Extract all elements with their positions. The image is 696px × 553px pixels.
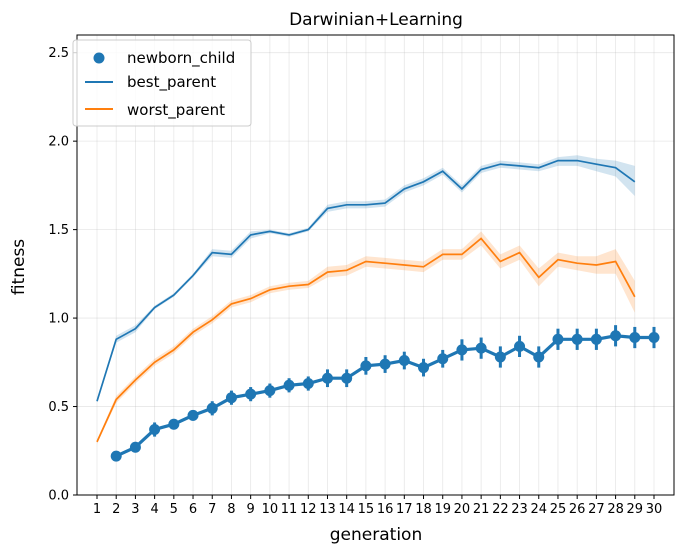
legend-label-best-parent: best_parent bbox=[127, 73, 216, 92]
y-tick-label: 2.5 bbox=[48, 46, 69, 61]
legend-marker-newborn-child bbox=[93, 52, 105, 64]
y-tick-label: 0.5 bbox=[48, 400, 69, 415]
newborn-child-point bbox=[437, 353, 449, 365]
x-tick-label: 18 bbox=[415, 502, 432, 517]
newborn-child-point bbox=[629, 332, 641, 344]
best-parent-line bbox=[96, 159, 636, 402]
x-tick-label: 24 bbox=[530, 502, 547, 517]
newborn-child-point bbox=[494, 351, 506, 363]
newborn-child-point bbox=[475, 342, 487, 354]
x-tick-label: 27 bbox=[588, 502, 605, 517]
x-tick-label: 28 bbox=[607, 502, 624, 517]
x-axis-ticks: 1 2 3 4 5 6 7 8 9 10 11 12 13 14 15 16 17 18 19 20 21 22 23 24 2… bbox=[93, 495, 662, 517]
x-tick-label: 11 bbox=[281, 502, 298, 517]
y-tick-label: 2.0 bbox=[48, 135, 69, 150]
x-axis-title: generation bbox=[330, 525, 422, 545]
newborn-child-point bbox=[187, 409, 199, 421]
newborn-child-point bbox=[360, 360, 372, 372]
x-tick-label: 14 bbox=[338, 502, 355, 517]
x-tick-label: 5 bbox=[170, 502, 178, 517]
legend-box bbox=[72, 39, 252, 127]
newborn-child-point bbox=[168, 418, 180, 430]
x-tick-label: 29 bbox=[627, 502, 644, 517]
x-tick-label: 25 bbox=[550, 502, 567, 517]
y-tick-label: 1.0 bbox=[48, 312, 69, 327]
newborn-child-point bbox=[225, 392, 237, 404]
newborn-child-point bbox=[302, 378, 314, 390]
newborn-child-point bbox=[571, 333, 583, 345]
x-tick-label: 10 bbox=[262, 502, 279, 517]
newborn-child-point bbox=[245, 388, 257, 400]
x-tick-label: 3 bbox=[131, 502, 139, 517]
x-tick-label: 30 bbox=[646, 502, 663, 517]
y-tick-label: 1.5 bbox=[48, 223, 69, 238]
legend: newborn_child best_parent worst_parent bbox=[72, 39, 252, 127]
newborn-child-point bbox=[379, 358, 391, 370]
x-tick-label: 16 bbox=[377, 502, 394, 517]
x-tick-label: 23 bbox=[511, 502, 528, 517]
newborn-child-point bbox=[533, 351, 545, 363]
newborn-child-point bbox=[129, 441, 141, 453]
x-tick-label: 26 bbox=[569, 502, 586, 517]
x-tick-label: 6 bbox=[189, 502, 197, 517]
legend-label-newborn-child: newborn_child bbox=[127, 49, 235, 68]
newborn-child-point bbox=[341, 372, 353, 384]
plot-frame bbox=[76, 34, 675, 496]
newborn-child-point bbox=[398, 355, 410, 367]
x-tick-label: 7 bbox=[208, 502, 216, 517]
newborn-child-point bbox=[149, 424, 161, 436]
y-tick-label: 0.0 bbox=[48, 489, 69, 504]
x-tick-label: 2 bbox=[112, 502, 120, 517]
y-axis-ticks: 0.0 0.5 1.0 1.5 2.0 2.5 bbox=[48, 46, 77, 504]
x-tick-label: 13 bbox=[319, 502, 336, 517]
newborn-child-point bbox=[456, 344, 468, 356]
newborn-child-point bbox=[110, 450, 122, 462]
newborn-child-point bbox=[283, 379, 295, 391]
x-tick-label: 1 bbox=[93, 502, 101, 517]
series-points bbox=[110, 325, 660, 462]
newborn-child-point bbox=[610, 330, 622, 342]
x-tick-label: 20 bbox=[454, 502, 471, 517]
newborn-child-point bbox=[514, 340, 526, 352]
x-tick-label: 12 bbox=[300, 502, 317, 517]
legend-label-worst-parent: worst_parent bbox=[127, 101, 225, 120]
newborn-child-point bbox=[590, 333, 602, 345]
x-tick-label: 17 bbox=[396, 502, 413, 517]
x-tick-label: 15 bbox=[358, 502, 375, 517]
worst-parent-line bbox=[96, 237, 636, 443]
newborn-child-point bbox=[206, 402, 218, 414]
x-tick-label: 4 bbox=[150, 502, 158, 517]
x-tick-label: 8 bbox=[227, 502, 235, 517]
chart-title: Darwinian+Learning bbox=[289, 10, 463, 30]
x-tick-label: 19 bbox=[434, 502, 451, 517]
newborn-child-point bbox=[648, 332, 660, 344]
y-axis-title: fitness bbox=[9, 239, 29, 295]
newborn-child-point bbox=[552, 333, 564, 345]
x-tick-label: 21 bbox=[473, 502, 490, 517]
newborn-child-point bbox=[264, 385, 276, 397]
x-tick-label: 22 bbox=[492, 502, 509, 517]
newborn-child-point bbox=[321, 372, 333, 384]
x-tick-label: 9 bbox=[247, 502, 255, 517]
newborn-child-point bbox=[418, 362, 430, 374]
